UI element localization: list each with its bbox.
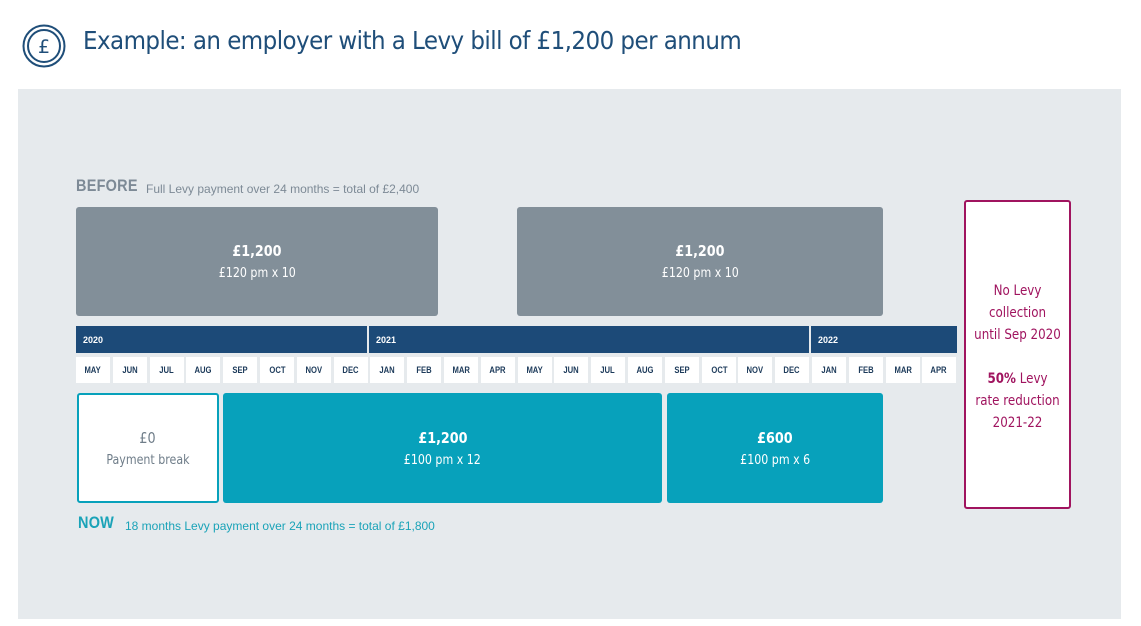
now-block-payment-break: £0 Payment break [77,393,219,503]
month-label: SEP [674,365,690,375]
year-2021: 2021 [369,326,809,353]
month-label: MAY [526,365,544,375]
diagram-panel [18,89,1121,619]
month-label: MAY [84,365,102,375]
month-cell: APR [922,357,956,383]
month-cell: JAN [812,357,846,383]
month-label: JAN [821,365,837,375]
month-label: FEB [416,365,432,375]
month-cell: FEB [407,357,441,383]
callout-line-6: 2021-22 [992,415,1043,431]
page-title: Example: an employer with a Levy bill of… [83,26,742,55]
callout-levy-word: Levy [1015,371,1048,387]
now-block-1-detail: Payment break [106,452,190,468]
month-cell: MAY [76,357,110,383]
month-label: APR [489,365,507,375]
callout-line-3: until Sep 2020 [974,327,1061,343]
month-label: APR [930,365,948,375]
month-label: NOV [305,365,323,375]
now-block-2-amount: £1,200 [417,428,468,447]
month-label: JAN [379,365,395,375]
month-cell: JAN [370,357,404,383]
month-cell: SEP [665,357,699,383]
month-cell: MAR [444,357,478,383]
before-label: BEFORE [76,176,138,195]
svg-text:£: £ [38,36,50,58]
month-cell: DEC [775,357,809,383]
month-label: JUL [159,365,175,375]
before-block-2: £1,200 £120 pm x 10 [517,207,883,316]
now-block-3-amount: £600 [757,428,793,447]
month-label: OCT [710,365,728,375]
callout-line-4: 50% Levy [974,368,1062,390]
month-label: MAR [894,365,912,375]
callout-line-5: rate reduction [975,393,1060,409]
before-block-1-detail: £120 pm x 10 [218,266,296,281]
before-note: Full Levy payment over 24 months = total… [146,182,420,196]
month-cell: DEC [334,357,368,383]
month-cell: OCT [702,357,736,383]
month-cell: JUL [591,357,625,383]
month-label: JUL [600,365,616,375]
month-label: OCT [268,365,286,375]
levy-callout-box: No Levy collection until Sep 2020 50% Le… [964,200,1071,509]
now-block-1-amount: £0 [139,428,157,447]
month-label: NOV [746,365,764,375]
now-label: NOW [78,513,115,532]
month-cell: FEB [849,357,883,383]
year-2020: 2020 [76,326,367,353]
callout-line-2: collection [988,305,1047,321]
month-cell: JUN [554,357,588,383]
month-label: AUG [636,365,654,375]
now-block-2: £1,200 £100 pm x 12 [223,393,662,503]
month-cell: SEP [223,357,257,383]
month-label: MAR [452,365,470,375]
callout-percent: 50% [987,371,1016,387]
before-block-2-amount: £1,200 [675,242,725,260]
callout-no-levy: No Levy collection until Sep 2020 [974,280,1062,346]
month-label: JUN [122,365,138,375]
now-block-3: £600 £100 pm x 6 [667,393,883,503]
before-block-1-amount: £1,200 [232,242,282,260]
month-cell: OCT [260,357,294,383]
now-block-3-detail: £100 pm x 6 [739,452,811,468]
month-cell: AUG [186,357,220,383]
month-cell: JUL [150,357,184,383]
month-cell: MAR [886,357,920,383]
callout-line-1: No Levy [993,283,1042,299]
before-block-1: £1,200 £120 pm x 10 [76,207,438,316]
month-label: DEC [783,365,801,375]
month-label: AUG [194,365,212,375]
month-cell: JUN [113,357,147,383]
now-block-2-detail: £100 pm x 12 [403,452,482,468]
month-cell: AUG [628,357,662,383]
month-label: DEC [342,365,360,375]
page-header: £ Example: an employer with a Levy bill … [0,0,1141,90]
month-cell: MAY [518,357,552,383]
now-note: 18 months Levy payment over 24 months = … [125,519,435,533]
pound-coin-icon: £ [22,24,66,68]
month-cell: NOV [738,357,772,383]
month-cell: APR [481,357,515,383]
year-2022: 2022 [811,326,957,353]
month-label: JUN [563,365,579,375]
month-label: FEB [858,365,874,375]
month-label: SEP [232,365,248,375]
callout-rate-reduction: 50% Levy rate reduction 2021-22 [974,368,1062,434]
month-cell: NOV [297,357,331,383]
before-block-2-detail: £120 pm x 10 [661,266,739,281]
